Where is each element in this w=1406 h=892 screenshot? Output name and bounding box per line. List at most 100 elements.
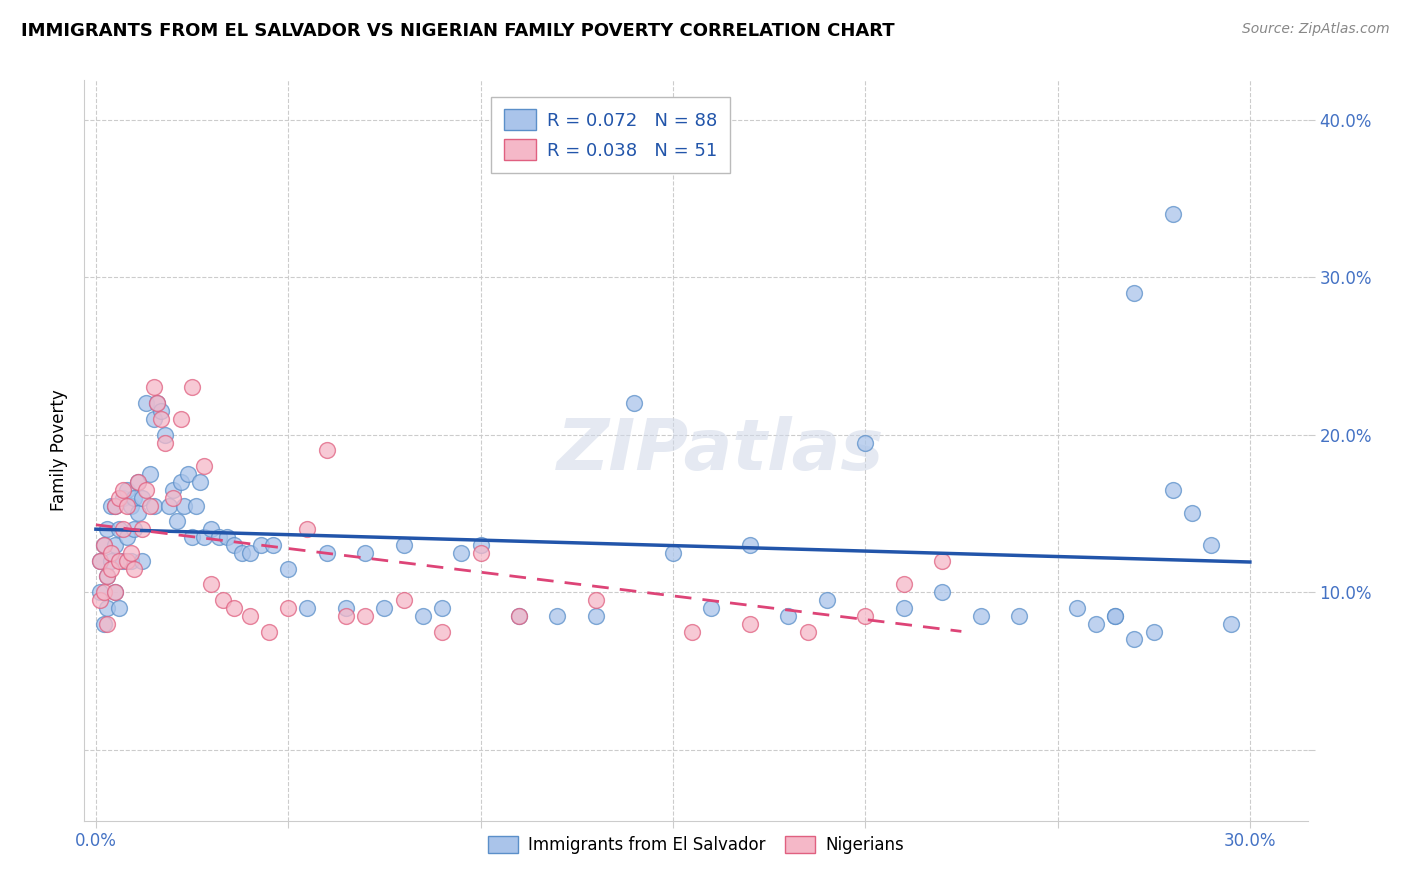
Point bbox=[89, 554, 111, 568]
Point bbox=[224, 601, 246, 615]
Point bbox=[93, 585, 115, 599]
Point bbox=[623, 396, 645, 410]
Point bbox=[430, 624, 453, 639]
Point bbox=[115, 483, 138, 497]
Point bbox=[335, 601, 357, 615]
Point bbox=[373, 601, 395, 615]
Point bbox=[142, 412, 165, 426]
Point bbox=[796, 624, 818, 639]
Point bbox=[188, 475, 211, 489]
Point bbox=[135, 483, 157, 497]
Point bbox=[392, 593, 415, 607]
Point bbox=[100, 546, 122, 560]
Point bbox=[412, 608, 434, 623]
Point bbox=[181, 380, 204, 394]
Point bbox=[181, 530, 204, 544]
Point bbox=[508, 608, 530, 623]
Point bbox=[392, 538, 415, 552]
Point bbox=[700, 601, 723, 615]
Point bbox=[169, 475, 191, 489]
Point bbox=[111, 483, 134, 497]
Point bbox=[157, 499, 180, 513]
Point bbox=[104, 499, 127, 513]
Point bbox=[173, 499, 195, 513]
Point bbox=[262, 538, 284, 552]
Point bbox=[115, 499, 138, 513]
Point bbox=[127, 507, 149, 521]
Point bbox=[100, 561, 122, 575]
Point bbox=[250, 538, 273, 552]
Point bbox=[104, 585, 127, 599]
Point bbox=[354, 546, 377, 560]
Point bbox=[96, 522, 118, 536]
Point bbox=[131, 491, 153, 505]
Point bbox=[450, 546, 472, 560]
Point bbox=[100, 554, 122, 568]
Point bbox=[120, 499, 142, 513]
Point bbox=[815, 593, 838, 607]
Point bbox=[146, 396, 169, 410]
Point bbox=[239, 608, 262, 623]
Point bbox=[1123, 632, 1146, 647]
Text: IMMIGRANTS FROM EL SALVADOR VS NIGERIAN FAMILY POVERTY CORRELATION CHART: IMMIGRANTS FROM EL SALVADOR VS NIGERIAN … bbox=[21, 22, 894, 40]
Point bbox=[120, 554, 142, 568]
Point bbox=[150, 404, 173, 418]
Point bbox=[585, 593, 607, 607]
Point bbox=[139, 499, 162, 513]
Point bbox=[931, 554, 953, 568]
Point bbox=[1008, 608, 1031, 623]
Legend: Immigrants from El Salvador, Nigerians: Immigrants from El Salvador, Nigerians bbox=[481, 829, 911, 861]
Point bbox=[96, 569, 118, 583]
Point bbox=[177, 467, 200, 481]
Point bbox=[93, 538, 115, 552]
Point bbox=[1104, 608, 1126, 623]
Point bbox=[1123, 285, 1146, 300]
Point bbox=[893, 601, 915, 615]
Point bbox=[778, 608, 800, 623]
Point bbox=[193, 459, 215, 474]
Point bbox=[142, 380, 165, 394]
Point bbox=[166, 514, 188, 528]
Point bbox=[853, 435, 876, 450]
Point bbox=[104, 499, 127, 513]
Point bbox=[470, 546, 492, 560]
Point bbox=[931, 585, 953, 599]
Point bbox=[200, 522, 222, 536]
Point bbox=[738, 538, 761, 552]
Point bbox=[131, 522, 153, 536]
Point bbox=[162, 491, 184, 505]
Point bbox=[297, 522, 319, 536]
Point bbox=[547, 608, 569, 623]
Point bbox=[1143, 624, 1166, 639]
Point bbox=[969, 608, 991, 623]
Point bbox=[124, 561, 146, 575]
Point bbox=[224, 538, 246, 552]
Point bbox=[153, 427, 176, 442]
Point bbox=[508, 608, 530, 623]
Point bbox=[93, 616, 115, 631]
Point bbox=[184, 499, 207, 513]
Point bbox=[215, 530, 238, 544]
Point bbox=[100, 499, 122, 513]
Point bbox=[89, 554, 111, 568]
Point bbox=[104, 538, 127, 552]
Point bbox=[1085, 616, 1108, 631]
Point bbox=[96, 616, 118, 631]
Point bbox=[89, 585, 111, 599]
Point bbox=[104, 585, 127, 599]
Point bbox=[96, 601, 118, 615]
Point bbox=[93, 538, 115, 552]
Point bbox=[1161, 207, 1184, 221]
Text: ZIPatlas: ZIPatlas bbox=[557, 416, 884, 485]
Point bbox=[1161, 483, 1184, 497]
Point bbox=[162, 483, 184, 497]
Point bbox=[335, 608, 357, 623]
Point bbox=[111, 522, 134, 536]
Point bbox=[193, 530, 215, 544]
Point bbox=[115, 554, 138, 568]
Point bbox=[89, 593, 111, 607]
Point bbox=[315, 443, 337, 458]
Point bbox=[853, 608, 876, 623]
Point bbox=[115, 530, 138, 544]
Point bbox=[354, 608, 377, 623]
